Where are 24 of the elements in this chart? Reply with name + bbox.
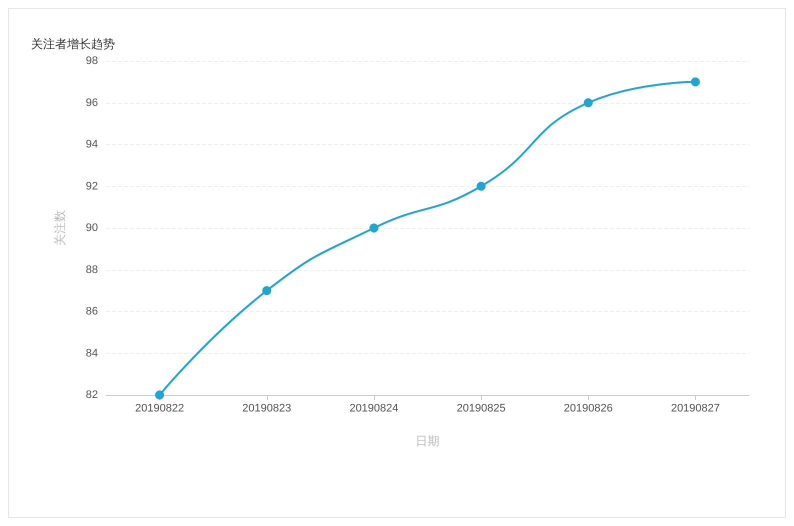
- x-tick-label: 20190824: [349, 402, 398, 414]
- point: [155, 390, 164, 400]
- point: [369, 224, 378, 232]
- point: [584, 98, 593, 108]
- point: [262, 286, 272, 296]
- chart-title: 关注者增长趋势: [31, 37, 115, 51]
- y-tick-label: 84: [86, 347, 98, 360]
- y-tick-label: 88: [86, 264, 98, 276]
- x-tick-label: 20190825: [456, 402, 506, 414]
- y-tick-label: 96: [86, 96, 98, 109]
- x-tick-label: 20190826: [564, 402, 613, 414]
- y-axis-title: 关注数: [53, 210, 67, 246]
- x-tick-label: 20190827: [670, 402, 720, 414]
- y-tick-label: 92: [86, 180, 98, 192]
- y-tick-label: 82: [86, 389, 98, 401]
- x-tick-label: 20190822: [135, 402, 184, 414]
- point: [690, 77, 700, 86]
- y-tick-label: 98: [86, 55, 98, 67]
- x-axis-title: 日期: [416, 434, 440, 448]
- y-tick-label: 94: [86, 138, 98, 150]
- point: [476, 182, 486, 191]
- y-tick-label: 86: [86, 306, 98, 318]
- x-tick-label: 20190823: [242, 402, 292, 414]
- y-tick-label: 90: [86, 222, 98, 234]
